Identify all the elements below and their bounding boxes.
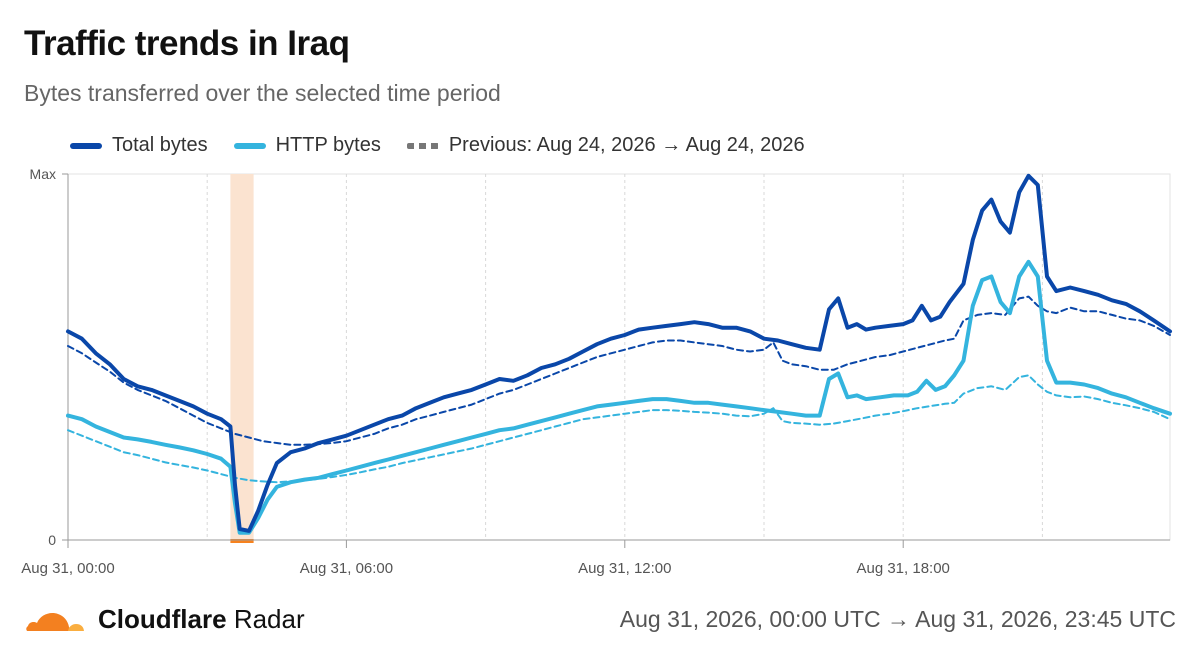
legend-item-previous[interactable]: Previous: Aug 24, 2026 → Aug 24, 2026 — [406, 134, 805, 157]
legend-swatch-http — [233, 142, 266, 149]
brand-name-rest: Radar — [233, 604, 305, 634]
brand-name-bold: Cloudflare — [98, 604, 227, 634]
legend-swatch-total — [70, 142, 102, 149]
chart-legend: Total bytes HTTP bytes Previous: Aug 24,… — [70, 134, 805, 157]
series-line-previous-total-bytes — [67, 295, 1171, 446]
legend-label-total: Total bytes — [112, 134, 208, 156]
highlight-band-marker — [230, 539, 254, 543]
footer-brand: Cloudflare Radar — [24, 604, 305, 635]
legend-swatch-previous — [406, 142, 439, 149]
x-tick-label-1: Aug 31, 06:00 — [300, 560, 393, 577]
x-tick-label-0: Aug 31, 00:00 — [21, 560, 114, 577]
highlight-band — [230, 174, 254, 540]
legend-item-total-bytes[interactable]: Total bytes — [70, 134, 208, 157]
legend-item-http-bytes[interactable]: HTTP bytes — [233, 134, 381, 157]
legend-label-http: HTTP bytes — [275, 134, 381, 156]
date-range: Aug 31, 2026, 00:00 UTC → Aug 31, 2026, … — [619, 606, 1176, 632]
traffic-chart: Max 0 Aug 31, 00:00 Aug 31, 06:00 Aug 31, 12… — [21, 166, 1172, 577]
y-tick-label-1: 0 — [48, 532, 56, 548]
legend-label-previous: Previous: Aug 24, 2026 → Aug 24, 2026 — [448, 134, 805, 156]
y-tick-label-0: Max — [30, 166, 56, 182]
series-line-http-bytes — [66, 259, 1172, 535]
brand-name: Cloudflare Radar — [98, 604, 305, 635]
series-line-total-bytes — [66, 173, 1172, 533]
page-title: Traffic trends in Iraq — [24, 24, 350, 63]
cloudflare-logo-icon — [26, 612, 84, 633]
x-tick-label-2: Aug 31, 12:00 — [578, 560, 671, 577]
x-tick-label-3: Aug 31, 18:00 — [856, 560, 949, 577]
page-subtitle: Bytes transferred over the selected time… — [24, 80, 501, 106]
series-line-previous-http-bytes — [67, 374, 1171, 484]
